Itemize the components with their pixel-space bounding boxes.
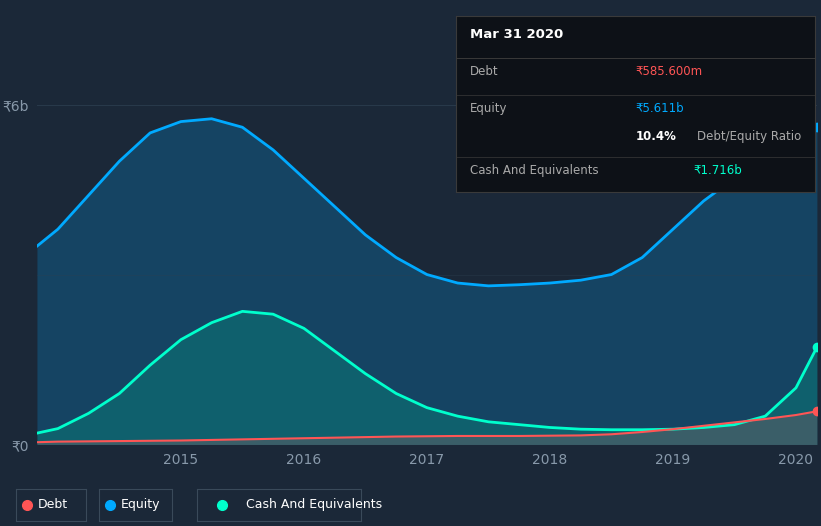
Text: Cash And Equivalents: Cash And Equivalents (470, 164, 599, 177)
Text: Cash And Equivalents: Cash And Equivalents (246, 499, 383, 511)
Text: Equity: Equity (121, 499, 160, 511)
Text: Debt/Equity Ratio: Debt/Equity Ratio (696, 130, 800, 143)
Text: Debt: Debt (38, 499, 67, 511)
Text: ₹585.600m: ₹585.600m (635, 65, 703, 78)
Text: 10.4%: 10.4% (635, 130, 677, 143)
Text: Debt: Debt (470, 65, 498, 78)
Text: Equity: Equity (470, 102, 507, 115)
Text: Mar 31 2020: Mar 31 2020 (470, 28, 563, 41)
Text: ₹5.611b: ₹5.611b (635, 102, 684, 115)
Text: ₹1.716b: ₹1.716b (693, 164, 741, 177)
